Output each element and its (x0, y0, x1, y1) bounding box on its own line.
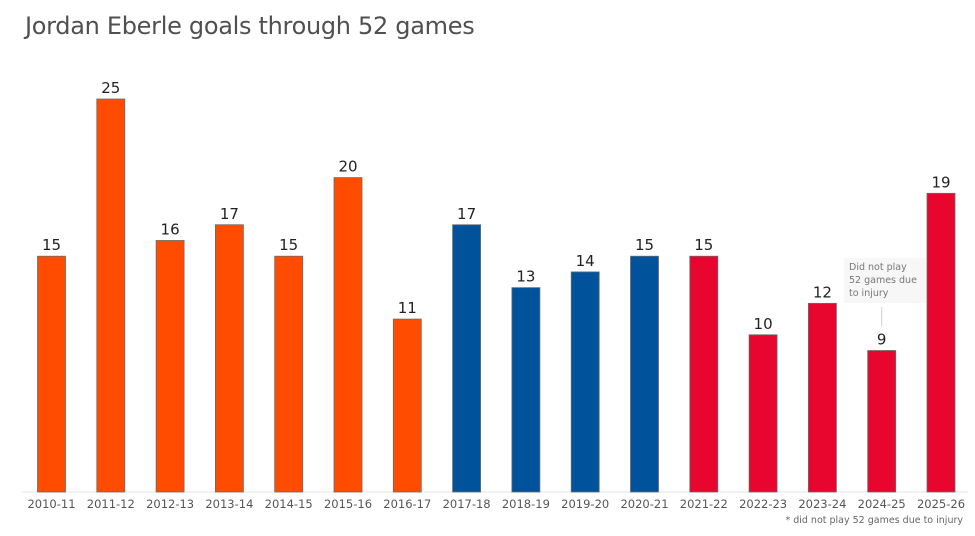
x-tick-2020-21: 2020-21 (620, 497, 668, 511)
injury-annotation: Did not play 52 games due to injury (844, 258, 926, 303)
data-label-2010-11: 15 (42, 236, 61, 254)
x-tick-2019-20: 2019-20 (561, 497, 609, 511)
x-tick-2018-19: 2018-19 (502, 497, 550, 511)
bar-2011-12 (96, 98, 126, 493)
bar-2022-23 (748, 334, 778, 493)
data-label-2013-14: 17 (220, 205, 239, 223)
data-label-2025-26: 19 (931, 173, 950, 191)
x-tick-2022-23: 2022-23 (739, 497, 787, 511)
data-label-2021-22: 15 (694, 236, 713, 254)
data-label-2023-24: 12 (813, 283, 832, 301)
bar-2023-24 (808, 302, 837, 493)
data-label-2017-18: 17 (457, 205, 476, 223)
bar-2020-21 (630, 255, 659, 493)
bar-2018-19 (511, 287, 541, 493)
data-label-2012-13: 16 (161, 220, 180, 238)
x-tick-2016-17: 2016-17 (383, 497, 431, 511)
data-label-2016-17: 11 (398, 299, 417, 317)
bar-2021-22 (689, 255, 719, 493)
chart-title: Jordan Eberle goals through 52 games (25, 12, 475, 40)
x-tick-2013-14: 2013-14 (205, 497, 253, 511)
x-tick-2017-18: 2017-18 (443, 497, 491, 511)
x-tick-2021-22: 2021-22 (680, 497, 728, 511)
bar-2016-17 (392, 318, 422, 493)
x-tick-2024-25: 2024-25 (858, 497, 906, 511)
bar-2012-13 (155, 240, 185, 493)
footnote: * did not play 52 games due to injury (785, 515, 963, 526)
bar-2024-25 (867, 350, 897, 493)
bar-2014-15 (274, 255, 304, 493)
data-label-2014-15: 15 (279, 236, 298, 254)
bar-2013-14 (214, 224, 244, 493)
x-tick-2023-24: 2023-24 (798, 497, 846, 511)
x-tick-2011-12: 2011-12 (87, 497, 135, 511)
x-tick-2010-11: 2010-11 (27, 497, 75, 511)
bar-2015-16 (333, 177, 363, 493)
data-label-2018-19: 13 (516, 268, 535, 286)
data-label-2020-21: 15 (635, 236, 654, 254)
x-tick-2014-15: 2014-15 (265, 497, 313, 511)
data-label-2011-12: 25 (101, 79, 120, 97)
x-tick-2015-16: 2015-16 (324, 497, 372, 511)
bar-2019-20 (570, 271, 600, 493)
bar-2010-11 (37, 255, 66, 493)
x-tick-2012-13: 2012-13 (146, 497, 194, 511)
bar-2025-26 (926, 192, 956, 493)
data-label-2015-16: 20 (338, 158, 357, 176)
data-label-2024-25: 9 (877, 331, 887, 349)
x-tick-2025-26: 2025-26 (917, 497, 965, 511)
bar-2017-18 (452, 224, 482, 493)
data-label-2019-20: 14 (576, 252, 595, 270)
data-label-2022-23: 10 (754, 315, 773, 333)
